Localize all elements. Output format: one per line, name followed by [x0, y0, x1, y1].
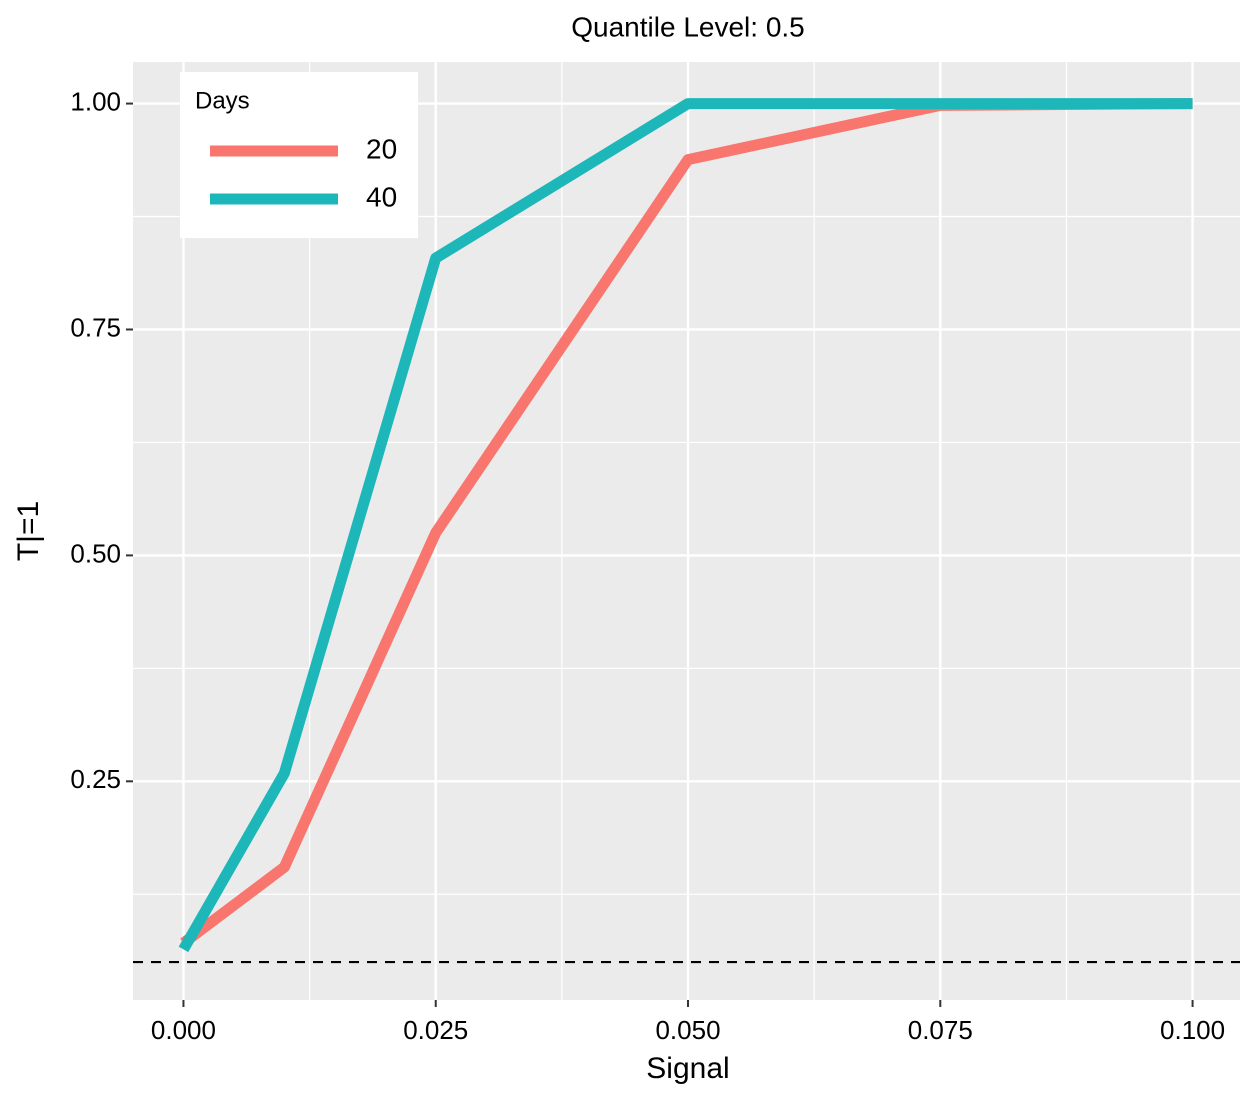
x-tick-label: 0.025 — [403, 1015, 468, 1045]
y-tick-label: 0.25 — [70, 764, 121, 794]
x-tick-label: 0.100 — [1160, 1015, 1225, 1045]
y-axis-label: T|=1 — [12, 501, 45, 561]
legend-label: 40 — [366, 181, 397, 212]
x-tick-label: 0.000 — [151, 1015, 216, 1045]
chart-title: Quantile Level: 0.5 — [571, 11, 805, 42]
x-tick-label: 0.050 — [655, 1015, 720, 1045]
x-axis-label: Signal — [646, 1052, 729, 1085]
y-tick-label: 1.00 — [70, 86, 121, 116]
y-tick-label: 0.75 — [70, 312, 121, 342]
y-tick-label: 0.50 — [70, 538, 121, 568]
series-line — [178, 98, 1193, 953]
legend-label: 20 — [366, 133, 397, 164]
x-tick-label: 0.075 — [908, 1015, 973, 1045]
legend-title: Days — [195, 87, 250, 114]
legend: Days 20 40 — [180, 72, 418, 238]
